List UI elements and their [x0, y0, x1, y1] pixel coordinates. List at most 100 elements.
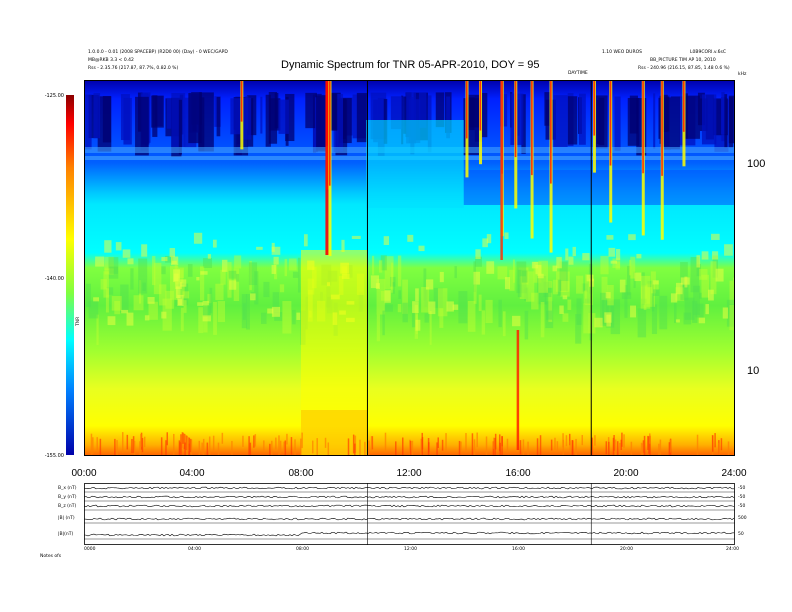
mid-band-cell [585, 298, 590, 305]
wave-cell [670, 293, 678, 303]
mid-band-cell [234, 255, 242, 269]
top-band-cell [85, 94, 92, 150]
bottom-fringe-cell [133, 440, 136, 456]
wave-cell [178, 299, 183, 306]
wave-cell [708, 289, 714, 301]
mid-band-cell [279, 284, 285, 293]
bottom-fringe-cell [621, 432, 623, 447]
mid-band-cell [481, 310, 486, 335]
mid-band-cell [165, 290, 174, 309]
mid-band-cell [502, 311, 506, 337]
bottom-fringe-cell [696, 434, 699, 456]
bottom-fringe-cell [441, 439, 444, 451]
colorbar-tick-bottom: -155.00 [44, 453, 64, 459]
bottom-fringe-cell [401, 437, 404, 456]
bottom-fringe-cell [96, 437, 98, 451]
bottom-fringe-cell [437, 437, 439, 448]
mid-band-cell [640, 275, 651, 309]
mid-band-cell [581, 283, 588, 292]
mid-band-cell [548, 281, 553, 288]
mid-band-cell [537, 276, 547, 305]
mid-band-cell [390, 276, 396, 287]
bottom-fringe-cell [254, 434, 257, 447]
wave-cell [250, 293, 256, 301]
wave-cell [705, 304, 709, 315]
mid-band-cell [562, 313, 569, 322]
wave-cell [296, 312, 301, 320]
bottom-fringe-cell [231, 440, 233, 456]
top-band-cell [268, 92, 278, 144]
burst-long-red [500, 80, 503, 260]
mid-band-cell [621, 292, 632, 300]
mid-band-cell [148, 301, 158, 320]
blue-region [463, 170, 735, 205]
wave-cell [512, 315, 521, 327]
bottom-fringe-cell [279, 440, 282, 454]
mid-band-cell [546, 310, 553, 320]
wave-cell [273, 256, 279, 265]
wave-cell [428, 301, 436, 315]
top-band-cell [544, 92, 550, 126]
bottom-fringe-cell [550, 439, 553, 451]
bottom-fringe-cell [395, 441, 397, 456]
bottom-fringe-cell [114, 438, 116, 456]
wave-cell [122, 249, 131, 258]
mid-band-cell [152, 255, 156, 286]
bottom-fringe-cell [294, 439, 296, 456]
bottom-fringe-cell [554, 437, 556, 450]
mid-band-cell [473, 284, 477, 304]
mid-band-cell [376, 278, 386, 315]
wave-cell [439, 271, 444, 283]
top-band-cell [653, 93, 656, 149]
bottom-fringe-cell [263, 440, 265, 451]
bottom-fringe-cell [575, 438, 577, 456]
bottom-fringe-cell [99, 438, 102, 456]
mid-band-cell [371, 255, 375, 275]
mid-band-cell [437, 288, 448, 317]
bottom-fringe-cell [669, 439, 671, 453]
bottom-fringe-cell [493, 437, 495, 449]
mid-band-cell [454, 266, 457, 279]
wave-cell [161, 311, 167, 319]
bottom-fringe-cell [499, 442, 501, 456]
wave-cell [193, 232, 203, 244]
mid-band-cell [260, 312, 267, 324]
bottom-fringe-cell [253, 435, 255, 448]
bottom-fringe-cell [269, 443, 271, 456]
wave-cell [722, 307, 728, 319]
bottom-fringe-cell [643, 435, 646, 456]
top-band-cell [670, 96, 680, 150]
wave-cell [415, 288, 419, 302]
bottom-fringe-cell [640, 442, 643, 456]
mid-band-cell [583, 290, 587, 305]
spectrogram-streaks [84, 80, 735, 456]
wave-cell [207, 254, 211, 259]
bottom-fringe-cell [354, 443, 356, 456]
wave-cell [556, 257, 562, 269]
panel-label-by: B_y (nT) [58, 495, 77, 500]
mid-band-cell [553, 279, 559, 295]
mid-band-cell [209, 287, 213, 314]
mid-band-cell [272, 292, 280, 313]
y-tick-10: 10 [747, 365, 760, 377]
mid-band-cell [421, 286, 430, 313]
mid-band-cell [384, 304, 393, 312]
bottom-fringe-cell [184, 442, 186, 456]
wave-cell [482, 238, 488, 248]
bottom-fringe-cell [131, 438, 133, 453]
wave-cell [652, 280, 659, 285]
mid-band-cell [228, 270, 237, 279]
mid-band-cell [556, 271, 566, 292]
top-band-cell [356, 92, 367, 143]
wave-cell [565, 248, 569, 261]
top-band-cell [330, 93, 338, 131]
top-band-cell [663, 97, 671, 150]
wave-cell [724, 244, 733, 256]
mid-band-cell [180, 283, 189, 306]
mid-band-cell [246, 293, 250, 330]
mid-band-cell [643, 303, 647, 311]
wave-cell [93, 297, 100, 302]
mid-band-cell [729, 280, 735, 305]
burst-red [682, 80, 685, 132]
bottom-fringe-cell [714, 433, 716, 448]
